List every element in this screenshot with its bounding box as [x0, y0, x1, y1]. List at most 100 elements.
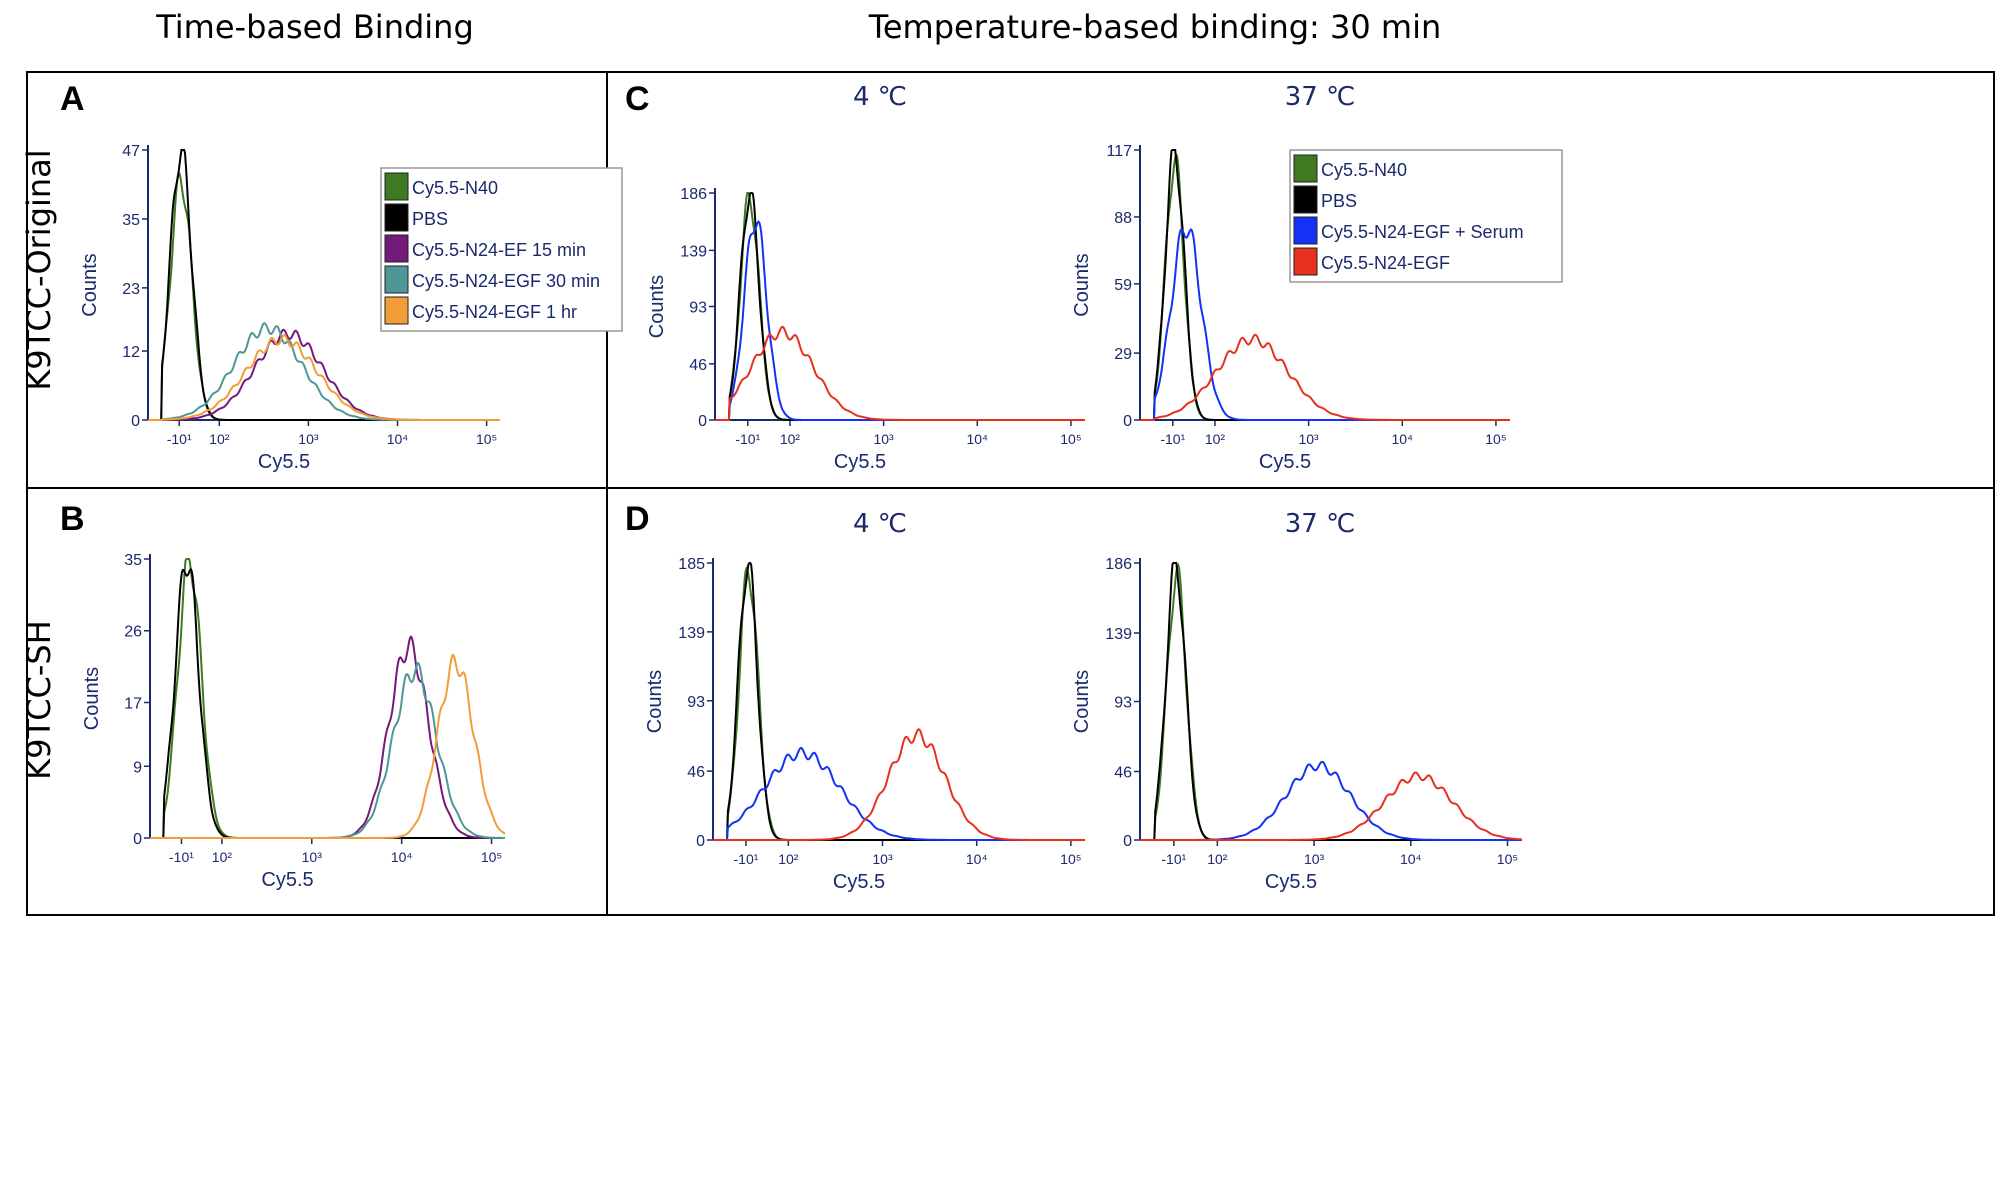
x-tick-label: -10¹ — [734, 851, 759, 867]
x-tick-label: 10² — [1207, 851, 1228, 867]
x-tick-label: -10¹ — [167, 431, 192, 447]
series-line-pbs — [715, 192, 1085, 421]
x-tick-label: 10³ — [1298, 431, 1319, 447]
y-tick-label: 0 — [696, 833, 705, 850]
col-title-time: Time-based Binding — [155, 8, 474, 46]
histogram-panel-d-37: 0 46 93 139 186 -10¹ 10² 10³ 10⁴ 10⁵ Cy5.5 Counts — [1071, 556, 1522, 893]
histogram-panel-b: 0 9 17 26 35 -10¹ 10² 10³ 10⁴ 10⁵ Cy5.5 Counts — [81, 552, 506, 891]
row-label-original: K9TCC-Original — [20, 149, 58, 390]
x-tick-label: 10³ — [298, 431, 319, 447]
x-tick-label: 10⁵ — [476, 431, 497, 447]
y-tick-label: 9 — [133, 759, 142, 776]
col-title-temp: Temperature-based binding: 30 min — [868, 8, 1441, 46]
legend-label: Cy5.5-N24-EGF + Serum — [1321, 222, 1524, 242]
y-axis-label: Counts — [644, 670, 666, 733]
y-tick-label: 139 — [680, 243, 707, 260]
y-tick-label: 117 — [1106, 143, 1132, 160]
series-line-pbs — [1140, 562, 1522, 841]
series-line-cy5-5-n40 — [150, 558, 505, 839]
x-axis-label: Cy5.5 — [833, 871, 885, 893]
x-tick-label: 10⁵ — [1497, 851, 1518, 867]
y-tick-label: 0 — [131, 413, 140, 430]
x-tick-label: 10⁴ — [387, 431, 409, 447]
legend-label: Cy5.5-N24-EGF 1 hr — [412, 302, 577, 322]
histogram-panel-c-4: 0 46 93 139 186 -10¹ 10² 10³ 10⁴ 10⁵ Cy5.5 Counts — [646, 186, 1085, 473]
y-tick-label: 46 — [1114, 764, 1132, 781]
y-axis-label: Counts — [81, 667, 103, 730]
y-tick-label: 139 — [1105, 626, 1132, 643]
y-tick-label: 0 — [133, 831, 142, 848]
series-line-cy5-5-n24-egf-serum — [713, 746, 1085, 841]
x-axis-label: Cy5.5 — [1265, 871, 1317, 893]
subtitle-c-37c: 37 ℃ — [1285, 82, 1356, 112]
legend-swatch — [384, 203, 409, 232]
subtitle-c-4c: 4 ℃ — [853, 82, 907, 112]
x-axis-label: Cy5.5 — [834, 451, 886, 473]
legend-label: Cy5.5-N24-EF 15 min — [412, 240, 586, 260]
histogram-panel-a: 0 12 23 35 47 -10¹ 10² 10³ 10⁴ 10⁵ Cy5.5 Counts Cy5.… — [79, 143, 623, 473]
y-tick-label: 186 — [1105, 556, 1132, 573]
x-tick-label: 10³ — [873, 431, 894, 447]
x-tick-label: -10¹ — [735, 431, 760, 447]
panel-letter-a: A — [60, 80, 85, 118]
x-tick-label: 10³ — [302, 849, 323, 865]
series-line-cy5-5-n24-egf-serum — [715, 220, 1085, 421]
y-tick-label: 29 — [1114, 346, 1132, 363]
y-tick-label: 88 — [1114, 210, 1132, 227]
y-tick-label: 93 — [1114, 695, 1132, 712]
y-axis-label: Counts — [646, 275, 668, 338]
x-tick-label: -10¹ — [1161, 851, 1186, 867]
x-tick-label: 10³ — [872, 851, 893, 867]
x-axis-label: Cy5.5 — [261, 869, 313, 891]
figure-frame — [26, 71, 1995, 916]
legend-label: Cy5.5-N24-EGF 30 min — [412, 271, 600, 291]
legend-label: PBS — [412, 209, 448, 229]
histogram-panel-d-4: 0 46 93 139 185 -10¹ 10² 10³ 10⁴ 10⁵ Cy5.5 Counts — [644, 556, 1085, 893]
y-tick-label: 0 — [1123, 833, 1132, 850]
y-tick-label: 17 — [124, 695, 142, 712]
histogram-panel-c-37: 0 29 59 88 117 -10¹ 10² 10³ 10⁴ 10⁵ Cy5.5 Counts Cy5… — [1071, 143, 1563, 473]
series-line-cy5-5-n24-egf — [1140, 771, 1522, 841]
y-axis-label: Counts — [1071, 670, 1093, 733]
x-tick-label: -10¹ — [169, 849, 194, 865]
series-line-cy5-5-n40 — [715, 192, 1085, 421]
series-line-cy5-5-n24-egf — [713, 728, 1085, 841]
y-tick-label: 12 — [122, 344, 140, 361]
x-tick-label: 10⁴ — [1391, 431, 1413, 447]
legend-swatch — [1293, 185, 1318, 214]
y-axis-label: Counts — [1071, 253, 1093, 316]
x-tick-label: 10⁴ — [1400, 851, 1422, 867]
y-tick-label: 93 — [687, 694, 705, 711]
y-tick-label: 59 — [1114, 277, 1132, 294]
x-axis-label: Cy5.5 — [1259, 451, 1311, 473]
y-tick-label: 47 — [122, 143, 140, 160]
series-line-cy5-5-n24-egf — [715, 325, 1085, 421]
series-line-cy5-5-n24-egf-serum — [1140, 760, 1522, 841]
subtitle-d-37c: 37 ℃ — [1285, 509, 1356, 539]
legend-swatch — [384, 265, 409, 294]
subtitle-d-4c: 4 ℃ — [853, 509, 907, 539]
legend-label: Cy5.5-N24-EGF — [1321, 253, 1450, 273]
x-tick-label: 10⁴ — [966, 431, 988, 447]
y-tick-label: 0 — [1123, 413, 1132, 430]
y-axis-label: Counts — [79, 253, 101, 316]
x-tick-label: 10⁵ — [1485, 431, 1506, 447]
x-tick-label: 10² — [780, 431, 801, 447]
y-tick-label: 35 — [122, 212, 140, 229]
y-tick-label: 139 — [678, 625, 705, 642]
legend-label: Cy5.5-N40 — [412, 178, 498, 198]
x-tick-label: 10² — [778, 851, 799, 867]
legend-swatch — [384, 172, 409, 201]
series-line-cy5-5-n24-egf-1-hr — [150, 653, 506, 839]
series-line-cy5-5-n40 — [713, 566, 1085, 841]
x-tick-label: 10³ — [1304, 851, 1325, 867]
panel-letter-d: D — [625, 500, 650, 538]
x-tick-label: 10⁴ — [966, 851, 988, 867]
legend-swatch — [384, 296, 409, 325]
legend-swatch — [384, 234, 409, 263]
legend-label: Cy5.5-N40 — [1321, 160, 1407, 180]
x-tick-label: 10⁵ — [1060, 851, 1081, 867]
y-tick-label: 46 — [687, 764, 705, 781]
panel-letter-c: C — [625, 80, 650, 118]
y-tick-label: 46 — [689, 357, 707, 374]
